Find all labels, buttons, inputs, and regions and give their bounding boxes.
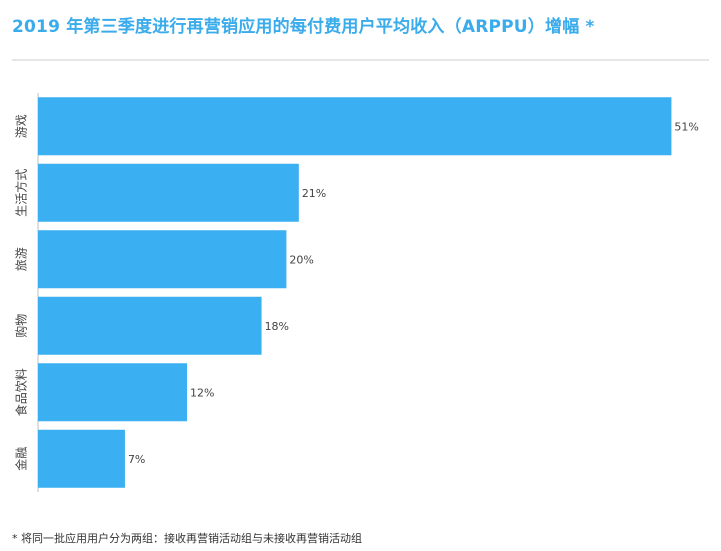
bar-1 — [38, 163, 299, 222]
category-label-1: 生活方式 — [14, 169, 29, 217]
category-label-5: 金融 — [14, 447, 29, 471]
value-label-1: 21% — [302, 187, 326, 200]
category-label-4: 食品饮料 — [14, 368, 29, 416]
category-label-0: 游戏 — [15, 114, 29, 138]
bar-3 — [38, 296, 262, 355]
bar-4 — [38, 363, 188, 422]
bar-5 — [38, 429, 125, 488]
bar-0 — [38, 97, 672, 156]
category-label-2: 旅游 — [15, 247, 29, 271]
bar-2 — [38, 230, 287, 289]
chart-title: 2019 年第三季度进行再营销应用的每付费用户平均收入（ARPPU）增幅 * — [12, 17, 595, 37]
value-label-5: 7% — [128, 453, 145, 466]
value-label-2: 20% — [289, 253, 313, 266]
value-label-4: 12% — [190, 386, 214, 399]
footnote: * 将同一批应用用户分为两组：接收再营销活动组与未接收再营销活动组 — [12, 532, 362, 545]
value-label-3: 18% — [265, 320, 289, 333]
title-divider — [12, 59, 709, 61]
value-label-0: 51% — [674, 120, 698, 133]
category-label-3: 购物 — [14, 314, 29, 338]
